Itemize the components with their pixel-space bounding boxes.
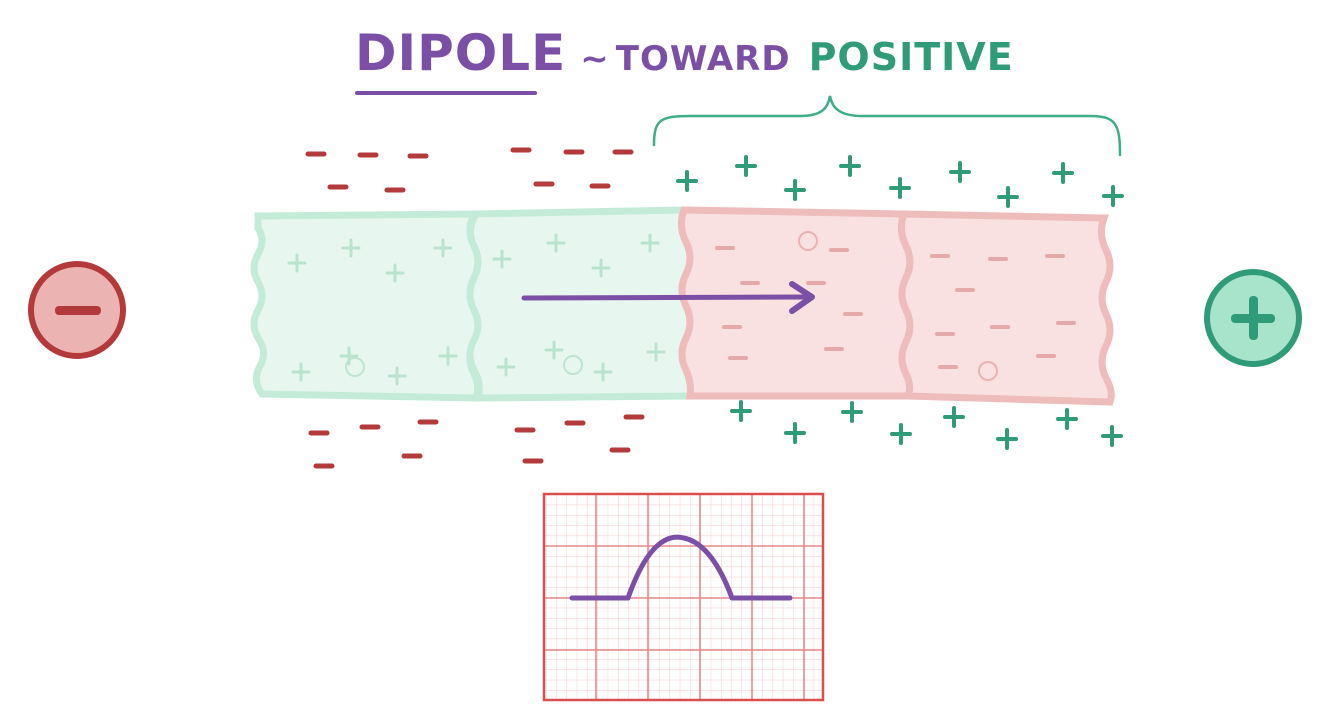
plus-charge — [433, 238, 453, 258]
diagram-title: DIPOLE ~ TOWARD POSITIVE — [355, 24, 1014, 94]
intracellular-negative-charges — [715, 246, 1076, 369]
plus-charge — [640, 233, 660, 253]
title-separator: ~ — [580, 39, 610, 79]
plus-charge — [1102, 185, 1124, 207]
plus-charge — [646, 342, 666, 362]
plus-charge — [593, 362, 613, 382]
title-dipole: DIPOLE — [355, 24, 567, 82]
dipole-arrow — [521, 281, 815, 314]
plus-charge — [438, 346, 458, 366]
plus-charge — [496, 357, 516, 377]
plus-charge — [735, 155, 757, 177]
minus-icon — [55, 306, 101, 315]
plus-charge — [784, 422, 806, 444]
plus-charge — [341, 238, 361, 258]
title-positive: POSITIVE — [808, 35, 1014, 79]
intracellular-positive-charges — [287, 233, 666, 386]
plus-charge — [546, 233, 566, 253]
plus-charge — [839, 155, 861, 177]
plus-charge — [996, 428, 1018, 450]
plus-charge — [890, 423, 912, 445]
plus-charge — [287, 253, 307, 273]
plus-charge — [1056, 408, 1078, 430]
plus-charge — [544, 340, 564, 360]
title-underline — [355, 91, 537, 95]
plus-charge — [841, 401, 863, 423]
extracellular-positive-charges — [676, 155, 1124, 450]
plus-icon — [1231, 296, 1275, 340]
plus-charge — [997, 186, 1019, 208]
plus-charge — [784, 179, 806, 201]
title-toward: TOWARD — [615, 39, 791, 79]
plus-charge — [730, 400, 752, 422]
plus-charge — [1052, 162, 1074, 184]
cell-resting-2 — [897, 210, 1115, 406]
plus-charge — [387, 366, 407, 386]
plus-charge — [385, 263, 405, 283]
plus-charge — [943, 406, 965, 428]
cell-nuclei — [345, 231, 998, 381]
plus-charge — [339, 346, 359, 366]
plus-charge — [291, 362, 311, 382]
cell-resting-1 — [677, 206, 914, 400]
plus-charge — [591, 258, 611, 278]
negative-electrode — [28, 261, 126, 359]
ecg-trace — [569, 534, 793, 601]
ecg-strip — [542, 492, 825, 702]
plus-charge — [676, 170, 698, 192]
extracellular-negative-charges — [305, 147, 645, 469]
positive-region-brace — [652, 95, 1122, 157]
plus-charge — [949, 161, 971, 183]
plus-charge — [889, 177, 911, 199]
plus-charge — [492, 249, 512, 269]
positive-electrode — [1204, 269, 1302, 367]
plus-charge — [1101, 425, 1123, 447]
